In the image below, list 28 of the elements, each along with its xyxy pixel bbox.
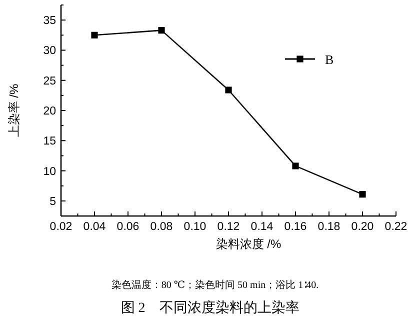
y-tick-label: 5 (50, 196, 56, 208)
point (359, 190, 366, 198)
y-tick-label: 30 (43, 45, 56, 58)
point (292, 162, 299, 170)
text: 图 2 不同浓度染料的上染率 (120, 300, 300, 316)
point (158, 27, 165, 34)
x-tick-label: 0.04 (83, 221, 106, 233)
point (225, 86, 232, 94)
y-axis-title: 上染率 /% (7, 84, 21, 138)
text: 染色温度：80 ℃；染色时间 50 min；浴比 1∶40. (111, 279, 319, 291)
y-tick-label: 20 (43, 106, 56, 118)
x-tick-label: 0.02 (50, 221, 72, 233)
x-tick-label: 0.10 (184, 221, 206, 233)
x-tick-label: 0.12 (217, 221, 240, 233)
y-tick-label: 15 (43, 136, 56, 148)
y-tick-label: 35 (43, 15, 56, 28)
x-tick-label: 0.20 (351, 221, 374, 233)
point (91, 32, 98, 38)
legend-label: B (325, 52, 334, 67)
y-tick-label: 25 (43, 75, 56, 88)
x-tick-label: 0.18 (318, 221, 340, 233)
y-tick-label: 10 (43, 166, 56, 178)
x-tick-label: 0.08 (150, 221, 173, 233)
x-tick-label: 0.06 (116, 221, 140, 233)
x-tick-label: 0.14 (250, 221, 274, 233)
x-tick-label: 0.22 (384, 221, 408, 233)
x-tick-label: 0.16 (284, 221, 307, 233)
x-axis-title: 染料浓度 /% (216, 237, 282, 251)
